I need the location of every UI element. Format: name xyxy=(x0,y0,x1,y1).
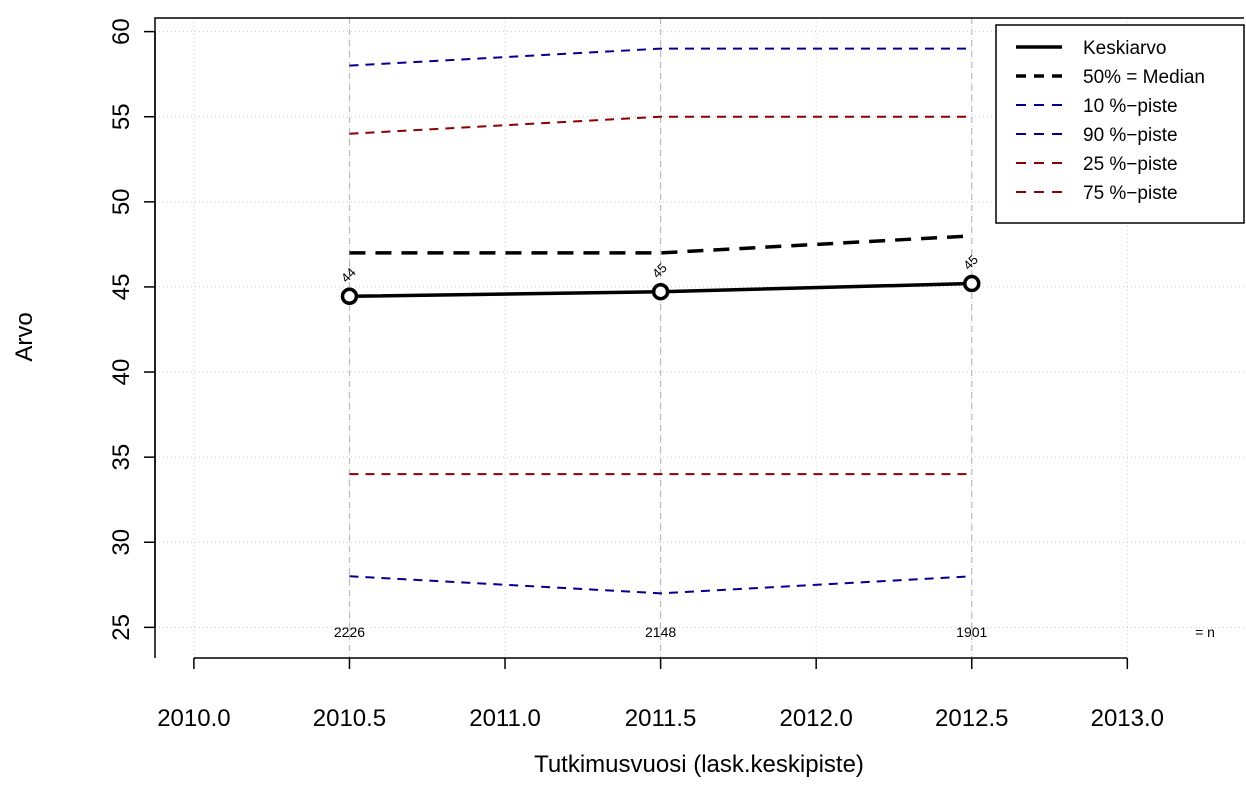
year-guides xyxy=(348,18,973,658)
mean-label: 44 xyxy=(338,265,359,286)
series-line xyxy=(349,115,972,135)
mean-point xyxy=(651,282,670,301)
mean-point xyxy=(963,274,981,293)
legend-label: 10 %−piste xyxy=(1083,96,1178,117)
n-suffix-label: = n xyxy=(1195,624,1215,640)
x-tick-label: 2012.5 xyxy=(935,705,1008,732)
n-labels: 2226 2148 1901 = n xyxy=(334,624,1215,640)
legend-label: 25 %−piste xyxy=(1083,154,1178,175)
mean-label: 45 xyxy=(960,252,981,273)
plot-frame xyxy=(154,17,1244,658)
n-label: 2148 xyxy=(645,624,676,640)
legend-label: 50% = Median xyxy=(1083,67,1205,88)
y-tick-label: 40 xyxy=(108,359,135,386)
legend-box xyxy=(995,24,1245,224)
y-tick-label: 45 xyxy=(108,274,135,301)
series-lines xyxy=(349,47,972,595)
y-axis-label: Arvo xyxy=(11,312,38,361)
legend-label: 90 %−piste xyxy=(1083,125,1178,146)
axes: 2010.0 2010.5 2011.0 2011.5 2012.0 2012.5 2013… xyxy=(108,17,1244,732)
x-tick-label: 2011.5 xyxy=(625,705,697,732)
legend-label: 75 %−piste xyxy=(1083,183,1178,204)
x-tick-label: 2011.0 xyxy=(469,705,541,732)
y-tick-label: 35 xyxy=(108,444,135,471)
x-tick-label: 2010.0 xyxy=(157,705,230,732)
mean-point xyxy=(340,287,359,306)
mean-labels: 44 45 45 xyxy=(338,252,981,286)
series-line xyxy=(349,47,972,67)
x-axis-label: Tutkimusvuosi (lask.keskipiste) xyxy=(534,751,864,778)
y-tick-label: 25 xyxy=(108,614,135,641)
series-line xyxy=(349,575,972,595)
n-label: 1901 xyxy=(956,624,987,640)
y-tick-label: 55 xyxy=(108,103,135,130)
y-tick-label: 30 xyxy=(108,529,135,556)
y-tick-label: 60 xyxy=(108,18,135,45)
y-tick-label: 50 xyxy=(108,188,135,215)
x-tick-label: 2012.0 xyxy=(779,705,852,732)
x-tick-label: 2010.5 xyxy=(313,705,386,732)
x-tick-label: 2013.0 xyxy=(1091,705,1164,732)
mean-label: 45 xyxy=(649,260,670,281)
legend: Keskiarvo 50% = Median 10 %−piste 90 %−pist… xyxy=(995,24,1245,224)
n-label: 2226 xyxy=(334,624,365,640)
legend-label: Keskiarvo xyxy=(1083,38,1166,59)
mean-markers xyxy=(340,274,981,306)
